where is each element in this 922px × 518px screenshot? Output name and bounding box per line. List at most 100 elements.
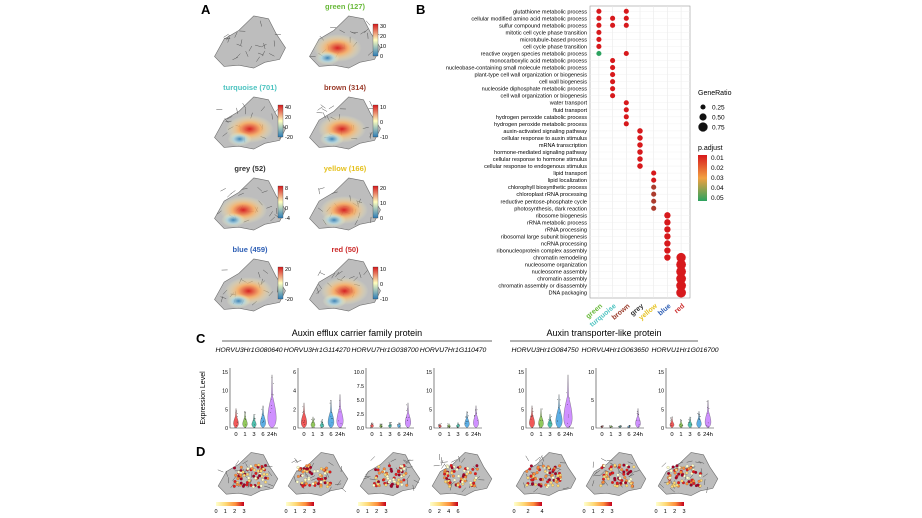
- data-point: [389, 423, 391, 425]
- timepoint-label: 1: [311, 432, 314, 438]
- colorbar: [216, 502, 244, 506]
- enrichment-dot: [637, 128, 643, 134]
- go-term-label: cellular modified amino acid metabolic p…: [471, 16, 587, 22]
- expression-spot: [313, 469, 316, 473]
- expression-spot: [615, 481, 619, 485]
- data-point: [302, 420, 303, 422]
- timepoint-label: 0: [438, 432, 441, 438]
- colorbar-tick: 1: [664, 509, 667, 515]
- colorbar-tick: 0: [380, 282, 383, 288]
- expression-spot: [547, 466, 551, 470]
- expression-spot: [385, 474, 389, 478]
- data-point: [320, 427, 322, 429]
- data-point: [530, 415, 532, 417]
- tissue-texture: [225, 470, 228, 477]
- expression-spot: [546, 484, 550, 487]
- expression-spot: [687, 480, 691, 484]
- expression-spot: [475, 464, 479, 468]
- expression-spot: [534, 477, 538, 481]
- enrichment-dot: [664, 240, 671, 247]
- expression-spot: [632, 465, 636, 469]
- data-point: [255, 418, 256, 420]
- tissue-texture: [236, 43, 243, 47]
- data-point: [636, 413, 638, 415]
- data-point: [670, 416, 672, 418]
- tissue-texture: [698, 461, 705, 464]
- panel-letter-a: A: [201, 2, 211, 17]
- go-term-label: hormone-mediated signaling pathway: [494, 150, 587, 156]
- tissue-texture: [238, 192, 244, 196]
- tissue-texture: [226, 116, 233, 120]
- tissue-texture: [321, 108, 328, 112]
- data-point: [541, 416, 542, 418]
- colorbar-tick: 20: [285, 267, 291, 273]
- expression-spot: [558, 464, 562, 468]
- expression-spot: [551, 476, 555, 480]
- y-tick: 6: [293, 370, 296, 376]
- expression-spot: [674, 476, 678, 480]
- expression-spot: [678, 466, 681, 469]
- expression-spot: [233, 466, 236, 470]
- tissue-texture: [259, 20, 262, 27]
- data-point: [340, 423, 342, 424]
- data-point: [550, 420, 552, 422]
- go-term-label: mitotic cell cycle phase transition: [506, 30, 587, 36]
- enrichment-dot: [664, 212, 671, 219]
- data-point: [447, 423, 449, 425]
- legend-generatio-title: GeneRatio: [698, 90, 732, 97]
- go-term-label: microtubule-based process: [520, 37, 587, 43]
- expression-spot: [619, 481, 623, 485]
- data-point: [476, 412, 478, 414]
- expression-spot: [377, 465, 381, 469]
- legend-padj-tick: 0.05: [711, 195, 724, 202]
- enrichment-dot: [664, 226, 671, 233]
- colorbar-tick: 1: [366, 509, 369, 515]
- data-point: [438, 425, 440, 426]
- colorbar: [372, 185, 379, 219]
- tissue-texture: [350, 31, 356, 35]
- data-point: [245, 427, 247, 428]
- data-point: [390, 424, 392, 425]
- gene-name: HORVU3Hr1G114270: [284, 347, 351, 354]
- tissue-texture: [235, 460, 240, 466]
- enrichment-dot: [596, 15, 602, 21]
- expression-spot: [316, 482, 320, 486]
- expression-coldspot: [315, 51, 340, 65]
- tissue-texture: [255, 44, 261, 47]
- expression-spot: [685, 471, 689, 475]
- expression-spot: [381, 478, 385, 482]
- timepoint-label: 24h: [703, 432, 713, 438]
- expression-spot: [551, 483, 555, 487]
- expression-spot: [460, 480, 464, 484]
- tissue-texture: [533, 488, 539, 493]
- data-point: [638, 424, 640, 425]
- colorbar-tick: 8: [285, 186, 288, 192]
- violin-shape: [319, 419, 325, 429]
- expression-spot: [262, 467, 265, 471]
- timepoint-label: 6: [627, 432, 630, 438]
- tissue-texture: [341, 487, 347, 493]
- colorbar-tick: -4: [285, 216, 290, 222]
- colorbar-tick: -20: [285, 297, 293, 303]
- data-point: [549, 420, 551, 421]
- data-point: [244, 419, 246, 420]
- tissue-texture: [258, 271, 261, 278]
- expression-spot: [698, 474, 702, 478]
- go-term-label: cellular response to endogenous stimulus: [484, 164, 587, 170]
- data-point: [244, 416, 246, 417]
- data-point: [689, 422, 690, 424]
- tissue-texture: [232, 475, 237, 481]
- expression-spot: [235, 483, 239, 486]
- data-point: [339, 427, 341, 428]
- module-map: 10 0 -10 brown (314): [309, 83, 388, 150]
- data-point: [476, 409, 478, 411]
- enrichment-dot: [637, 149, 643, 155]
- y-tick: 5: [661, 407, 664, 413]
- expression-spot: [245, 481, 249, 484]
- data-point: [467, 416, 468, 418]
- go-term-label: lipid localization: [548, 178, 587, 184]
- expression-spot: [402, 478, 406, 482]
- tissue-texture: [412, 484, 415, 491]
- violin-shape: [447, 423, 451, 429]
- data-point: [540, 420, 541, 422]
